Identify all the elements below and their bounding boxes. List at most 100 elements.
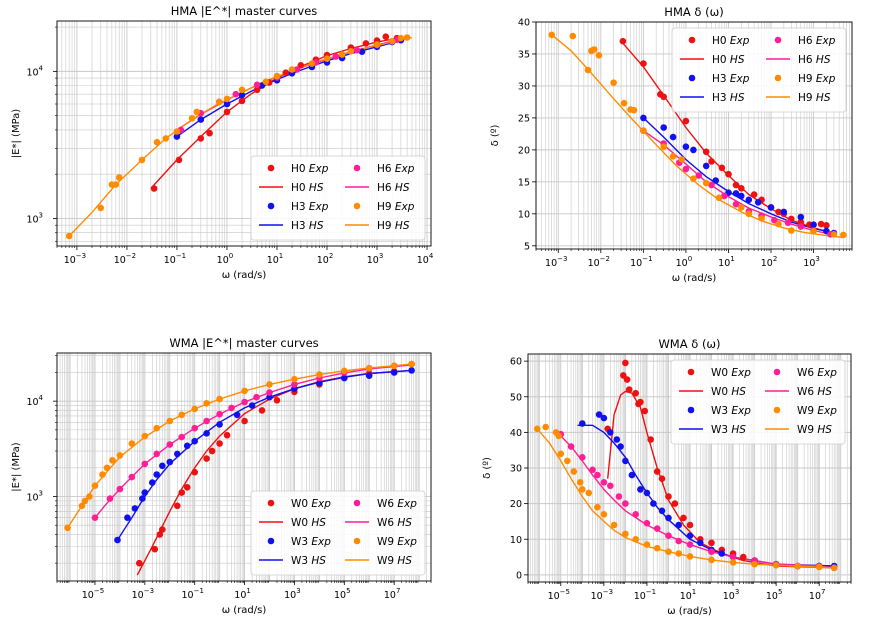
data-point bbox=[675, 550, 682, 557]
legend-marker bbox=[267, 537, 275, 545]
data-point bbox=[266, 381, 273, 388]
data-point bbox=[156, 531, 164, 538]
x-tick-label: 105 bbox=[766, 588, 783, 602]
y-tick-label: 5 bbox=[524, 241, 530, 252]
y-tick-label: 0 bbox=[516, 570, 522, 581]
legend-marker bbox=[353, 164, 361, 172]
data-point bbox=[291, 375, 298, 383]
data-point bbox=[174, 450, 181, 458]
legend-label: H0 Exp bbox=[712, 35, 750, 47]
data-point bbox=[293, 66, 301, 73]
data-point bbox=[647, 436, 654, 443]
legend-label: W0 HS bbox=[711, 386, 746, 398]
data-point bbox=[215, 98, 223, 106]
data-point bbox=[191, 424, 198, 432]
data-point bbox=[658, 475, 666, 483]
data-point bbox=[686, 521, 694, 529]
legend-label: H6 Exp bbox=[377, 163, 415, 175]
data-point bbox=[323, 55, 331, 62]
data-point bbox=[191, 468, 198, 476]
data-point bbox=[166, 458, 174, 466]
y-axis: 5 10 15 20 25 30 35 40 bbox=[518, 18, 536, 252]
legend-label: W6 HS bbox=[797, 386, 832, 398]
legend-label: H3 Exp bbox=[712, 73, 750, 85]
data-point bbox=[715, 194, 723, 202]
data-point bbox=[174, 502, 181, 510]
data-point bbox=[116, 485, 124, 493]
data-point bbox=[690, 175, 697, 182]
x-tick-label: 10−2 bbox=[114, 252, 136, 266]
x-tick-label: 102 bbox=[761, 255, 778, 269]
data-point bbox=[622, 530, 629, 538]
legend-marker bbox=[774, 36, 782, 44]
data-point bbox=[203, 400, 210, 407]
series-markers-h0-exp bbox=[619, 37, 830, 229]
data-point bbox=[729, 559, 737, 566]
data-point bbox=[258, 407, 266, 414]
x-tick-label: 103 bbox=[284, 587, 301, 601]
data-point bbox=[166, 417, 174, 425]
legend-label: H9 Exp bbox=[377, 201, 415, 213]
data-point bbox=[697, 539, 704, 547]
x-axis: 10−3 10−2 10−1 100 101 102 103 bbox=[535, 249, 853, 269]
x-tick-label: 100 bbox=[676, 255, 693, 269]
legend-marker bbox=[773, 406, 781, 414]
data-point bbox=[570, 468, 578, 475]
data-point bbox=[106, 495, 114, 502]
data-point bbox=[266, 389, 273, 396]
data-point bbox=[594, 503, 601, 511]
data-point bbox=[632, 536, 639, 543]
plot-frame bbox=[56, 352, 432, 582]
data-point bbox=[175, 156, 183, 164]
data-point bbox=[675, 537, 682, 545]
data-point bbox=[153, 424, 160, 432]
series-group bbox=[64, 360, 415, 576]
data-point bbox=[403, 34, 411, 41]
chart-panel-wma_d: 10−5 10−3 10−1 101 103 105 107 ω (rad/s) 0 10 20 30… bbox=[482, 337, 852, 617]
data-point bbox=[665, 548, 672, 555]
data-point bbox=[772, 562, 780, 569]
data-point bbox=[653, 544, 661, 552]
data-point bbox=[238, 86, 246, 94]
legend-label: H9 HS bbox=[377, 220, 410, 232]
data-point bbox=[183, 484, 191, 491]
legend-label: H6 Exp bbox=[798, 35, 836, 47]
legend: H0 Exp H0 HS H3 Exp H3 HS H6 Exp H6 HS H9 Exp H… bbox=[671, 27, 847, 113]
legend-label: H9 Exp bbox=[798, 73, 836, 85]
legend-label: W6 Exp bbox=[377, 498, 417, 510]
legend-frame bbox=[671, 27, 847, 113]
data-point bbox=[138, 156, 146, 164]
legend: H0 Exp H0 HS H3 Exp H3 HS H6 Exp H6 HS H9 Exp H… bbox=[250, 155, 426, 241]
data-point bbox=[771, 216, 778, 224]
data-point bbox=[248, 402, 256, 409]
data-point bbox=[178, 433, 185, 441]
data-point bbox=[840, 231, 847, 239]
y-axis: 103 104 bbox=[26, 26, 57, 242]
chart-panel-hma_d: 10−3 10−2 10−1 100 101 102 103 ω (rad/s) 5 10 15 20… bbox=[490, 5, 853, 284]
data-point bbox=[643, 489, 651, 497]
data-point bbox=[223, 100, 231, 108]
data-point bbox=[665, 493, 672, 500]
data-point bbox=[178, 411, 185, 419]
data-point bbox=[754, 199, 762, 206]
data-point bbox=[316, 371, 323, 378]
legend-marker bbox=[688, 74, 696, 82]
data-point bbox=[216, 421, 223, 428]
y-axis: 103 104 bbox=[26, 355, 57, 564]
data-point bbox=[718, 550, 726, 557]
legend-marker bbox=[687, 368, 695, 376]
data-point bbox=[660, 93, 667, 101]
data-point bbox=[64, 524, 71, 532]
data-point bbox=[569, 32, 577, 40]
y-tick-label: 20 bbox=[510, 499, 522, 510]
data-point bbox=[112, 181, 120, 188]
data-point bbox=[708, 556, 715, 564]
data-point bbox=[628, 471, 636, 479]
data-point bbox=[390, 362, 398, 370]
data-point bbox=[695, 172, 702, 179]
data-point bbox=[282, 69, 290, 76]
series-group bbox=[533, 359, 838, 572]
data-point bbox=[686, 532, 694, 539]
